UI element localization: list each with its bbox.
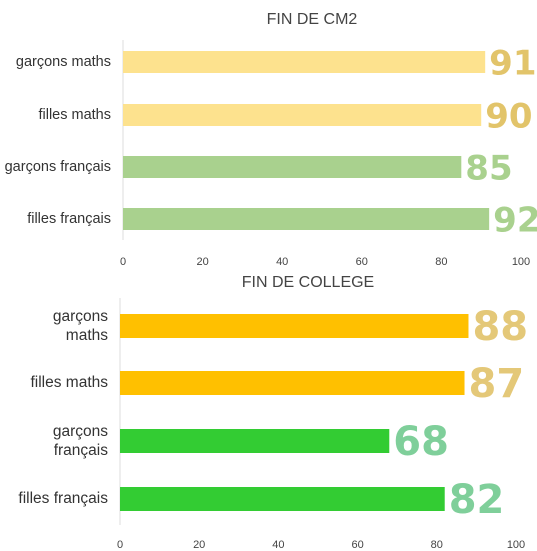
bar bbox=[120, 371, 465, 395]
category-label: filles maths bbox=[30, 374, 108, 392]
bar bbox=[123, 51, 486, 73]
bar bbox=[120, 487, 445, 511]
category-label: filles français bbox=[18, 490, 108, 508]
x-tick-label: 0 bbox=[117, 539, 123, 551]
category-label: garçons français bbox=[4, 158, 111, 175]
data-label: 92 bbox=[493, 201, 537, 241]
bar bbox=[120, 429, 390, 453]
x-tick-label: 80 bbox=[431, 539, 443, 551]
x-tick-label: 20 bbox=[193, 539, 205, 551]
chart-title: FIN DE CM2 bbox=[267, 11, 358, 28]
category-label: filles maths bbox=[38, 106, 111, 123]
category-label: garçons français bbox=[52, 422, 108, 459]
data-label: 68 bbox=[393, 419, 449, 465]
category-label: garçons maths bbox=[52, 307, 108, 344]
bar bbox=[123, 156, 462, 178]
x-tick-label: 100 bbox=[507, 539, 525, 551]
bar bbox=[120, 314, 469, 338]
x-tick-label: 0 bbox=[120, 256, 126, 268]
data-label: 91 bbox=[489, 44, 536, 84]
x-tick-label: 40 bbox=[272, 539, 284, 551]
x-tick-label: 20 bbox=[196, 256, 208, 268]
bar bbox=[123, 208, 490, 230]
data-label: 88 bbox=[472, 304, 528, 350]
x-tick-label: 40 bbox=[276, 256, 288, 268]
x-tick-label: 60 bbox=[351, 539, 363, 551]
x-tick-label: 60 bbox=[356, 256, 368, 268]
data-label: 85 bbox=[465, 149, 512, 189]
data-label: 82 bbox=[449, 477, 505, 523]
category-label: filles français bbox=[27, 210, 111, 227]
data-label: 87 bbox=[469, 361, 525, 407]
x-tick-label: 80 bbox=[435, 256, 447, 268]
category-label: garçons maths bbox=[15, 53, 111, 70]
x-tick-label: 100 bbox=[512, 256, 530, 268]
data-label: 90 bbox=[485, 97, 532, 137]
chart-title: FIN DE COLLEGE bbox=[242, 274, 374, 291]
bar bbox=[123, 104, 482, 126]
